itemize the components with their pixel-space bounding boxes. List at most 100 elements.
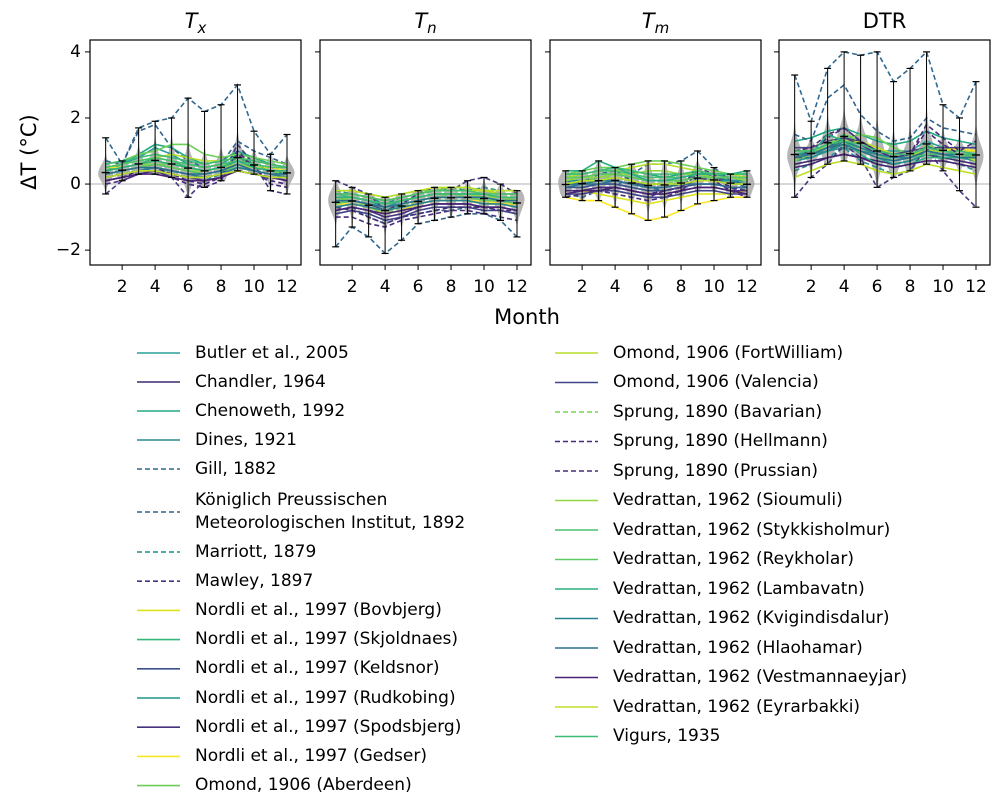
legend-label: Vedrattan, 1962 (Hlaohamar): [613, 637, 863, 658]
legend-label: Vigurs, 1935: [613, 726, 721, 746]
x-tick-label: 12: [506, 277, 528, 297]
x-tick-label: 2: [347, 277, 358, 297]
series-line: [105, 160, 287, 172]
x-tick-label: 12: [736, 277, 758, 297]
y-axis-label: ΔT (°C): [17, 114, 41, 189]
series-line: [105, 153, 288, 169]
panel-title-main: T: [185, 9, 200, 33]
x-tick-label: 8: [446, 277, 457, 297]
series-line: [335, 206, 518, 222]
x-tick-label: 6: [643, 277, 654, 297]
series-line: [565, 166, 747, 175]
series-line: [565, 196, 747, 222]
series-line: [794, 160, 977, 179]
legend-label: Sprung, 1890 (Hellmann): [613, 431, 828, 451]
x-tick-label: 8: [905, 277, 916, 297]
series-line: [793, 50, 977, 124]
panel-title-subscript: n: [427, 19, 437, 37]
panel-title-subscript: x: [196, 19, 206, 37]
panel-frame: [549, 39, 762, 266]
x-tick-label: 8: [216, 277, 227, 297]
x-tick-label: 10: [932, 277, 954, 297]
series-line: [335, 206, 518, 225]
legend-label: Königlich Preussischen Meteorologischen …: [195, 490, 466, 533]
legend-label: Gill, 1882: [195, 458, 277, 479]
series-line: [105, 123, 288, 169]
x-tick-label: 10: [243, 277, 265, 297]
legend-label: Nordli et al., 1997 (Spodsbjerg): [195, 716, 462, 737]
series-line: [105, 83, 288, 166]
series-line: [565, 189, 748, 205]
series-line: [335, 186, 517, 205]
series-line: [335, 193, 517, 205]
legend-label: Vedrattan, 1962 (Lambavatn): [613, 578, 865, 599]
legend-label: Nordli et al., 1997 (Gedser): [195, 745, 427, 766]
series-line: [335, 199, 518, 212]
series-line: [565, 160, 747, 175]
x-tick-label: 12: [965, 277, 987, 297]
legend-label: Mawley, 1897: [195, 570, 314, 591]
series-line: [794, 143, 977, 208]
series-line: [565, 176, 748, 202]
x-tick-label: 2: [577, 277, 588, 297]
x-tick-label: 2: [117, 277, 128, 297]
legend-label: Marriott, 1879: [195, 541, 317, 562]
legend-label: Vedrattan, 1962 (Stykkisholmur): [613, 519, 891, 540]
panel-frame: [89, 39, 302, 266]
panel-title: DTR: [863, 9, 907, 33]
x-tick-label: 4: [610, 277, 621, 297]
y-tick-label: 4: [70, 42, 81, 62]
legend-label: Omond, 1906 (Aberdeen): [195, 775, 412, 796]
series-line: [794, 143, 976, 162]
legend-label: Vedrattan, 1962 (Kvigindisdalur): [613, 608, 890, 628]
legend-label: Vedrattan, 1962 (Eyrarbakki): [613, 696, 861, 717]
x-tick-label: 6: [872, 277, 883, 297]
series-line: [794, 140, 976, 156]
panel-title: Tx: [185, 9, 207, 37]
legend-label: Chandler, 1964: [195, 371, 326, 392]
legend-label: Nordli et al., 1997 (Bovbjerg): [195, 599, 442, 620]
panel-title-main: T: [414, 9, 429, 33]
panel-title-main: DTR: [863, 9, 907, 33]
y-tick-label: 2: [70, 108, 81, 128]
legend-label: Nordli et al., 1997 (Skjoldnaes): [195, 629, 459, 650]
series-line: [105, 163, 287, 175]
series-line: [335, 213, 518, 255]
legend-label: Sprung, 1890 (Prussian): [613, 460, 818, 481]
series-line: [794, 153, 977, 169]
x-tick-label: 8: [676, 277, 687, 297]
x-tick-label: 2: [806, 277, 817, 297]
y-tick-label: 0: [70, 174, 81, 194]
x-tick-label: 4: [839, 277, 850, 297]
y-tick-label: −2: [56, 240, 81, 260]
panel-title-main: T: [642, 9, 657, 33]
panel-frame: [778, 39, 991, 266]
x-tick-label: 10: [473, 277, 495, 297]
legend-label: Vedrattan, 1962 (Vestmannaeyjar): [613, 667, 908, 687]
legend-label: Dines, 1921: [195, 429, 297, 450]
x-tick-label: 4: [380, 277, 391, 297]
legend-label: Chenoweth, 1992: [195, 400, 346, 421]
x-tick-label: 6: [413, 277, 424, 297]
series-line: [565, 173, 748, 195]
series-line: [565, 179, 747, 189]
series-line: [105, 143, 288, 165]
panel-frame: [319, 39, 532, 266]
panel-title: Tn: [414, 9, 436, 37]
legend-label: Nordli et al., 1997 (Keldsnor): [195, 658, 440, 679]
x-tick-label: 4: [150, 277, 161, 297]
x-tick-label: 12: [276, 277, 298, 297]
panel-title: Tm: [642, 9, 669, 37]
series-line: [335, 203, 518, 215]
x-tick-label: 10: [703, 277, 725, 297]
panel-title-subscript: m: [655, 19, 670, 37]
legend-label: Vedrattan, 1962 (Sioumuli): [613, 490, 843, 510]
legend-label: Sprung, 1890 (Bavarian): [613, 401, 823, 422]
series-line: [565, 186, 748, 195]
legend-label: Omond, 1906 (Valencia): [613, 372, 819, 392]
x-tick-label: 6: [183, 277, 194, 297]
legend-label: Vedrattan, 1962 (Reykholar): [613, 549, 854, 569]
x-axis-label: Month: [494, 305, 560, 329]
